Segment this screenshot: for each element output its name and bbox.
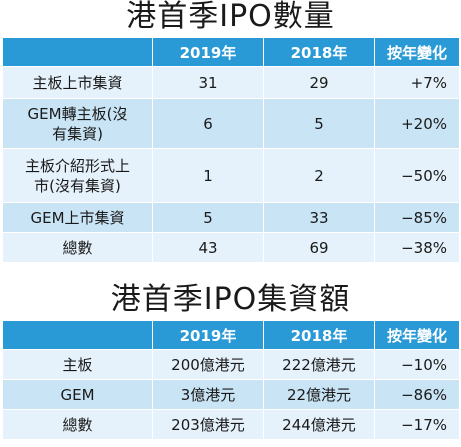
row-label-line: GEM xyxy=(60,385,95,404)
value-2019: 200億港元 xyxy=(152,349,264,380)
header-change: 按年變化 xyxy=(374,320,460,350)
ipo-count-title: 港首季IPO數量 xyxy=(126,0,335,34)
header-change: 按年變化 xyxy=(374,37,460,67)
ipo-funds-table: 2019年 2018年 按年變化 主板 200億港元 222億港元 −10% G… xyxy=(2,320,460,440)
value-2018: 22億港元 xyxy=(263,379,375,410)
value-2018: 5 xyxy=(263,98,375,149)
table-row: 總數 203億港元 244億港元 −17% xyxy=(2,409,460,440)
header-2019: 2019年 xyxy=(152,37,264,67)
row-label-line: 有集資) xyxy=(52,124,103,143)
row-label: GEM xyxy=(2,379,153,410)
row-label-line: GEM轉主板(沒 xyxy=(27,104,128,123)
value-change: +7% xyxy=(374,66,460,99)
row-label-line: 主板 xyxy=(62,355,93,374)
header-label xyxy=(2,37,153,67)
row-label: 總數 xyxy=(2,232,153,263)
value-2019: 203億港元 xyxy=(152,409,264,440)
value-2019: 5 xyxy=(152,202,264,233)
value-change: −17% xyxy=(374,409,460,440)
table-row: 主板 200億港元 222億港元 −10% xyxy=(2,349,460,380)
table-header-row: 2019年 2018年 按年變化 xyxy=(2,37,460,67)
row-label-line: 主板上市集資 xyxy=(32,73,123,92)
row-label: 主板上市集資 xyxy=(2,66,153,99)
row-label: GEM上市集資 xyxy=(2,202,153,233)
value-change: +20% xyxy=(374,98,460,149)
table-row: 主板上市集資 31 29 +7% xyxy=(2,66,460,99)
table-row: GEM上市集資 5 33 −85% xyxy=(2,202,460,233)
row-label-line: 市(沒有集資) xyxy=(34,176,121,195)
value-change: −10% xyxy=(374,349,460,380)
row-label: 主板 xyxy=(2,349,153,380)
row-label: GEM轉主板(沒 有集資) xyxy=(2,98,153,149)
value-2018: 29 xyxy=(263,66,375,99)
row-label-line: 總數 xyxy=(62,415,93,434)
row-label-line: 總數 xyxy=(62,238,93,257)
ipo-funds-title: 港首季IPO集資額 xyxy=(110,282,351,317)
table-header-row: 2019年 2018年 按年變化 xyxy=(2,320,460,350)
header-2018: 2018年 xyxy=(263,320,375,350)
ipo-count-table: 2019年 2018年 按年變化 主板上市集資 31 29 +7% GEM轉主板… xyxy=(2,37,460,263)
row-label: 主板介紹形式上 市(沒有集資) xyxy=(2,148,153,203)
value-change: −86% xyxy=(374,379,460,410)
value-change: −38% xyxy=(374,232,460,263)
row-label-line: 主板介紹形式上 xyxy=(24,156,130,175)
value-2019: 43 xyxy=(152,232,264,263)
table-row: 總數 43 69 −38% xyxy=(2,232,460,263)
header-2018: 2018年 xyxy=(263,37,375,67)
value-2019: 31 xyxy=(152,66,264,99)
row-label-line: GEM上市集資 xyxy=(30,208,125,227)
table-row: GEM轉主板(沒 有集資) 6 5 +20% xyxy=(2,98,460,149)
value-2019: 3億港元 xyxy=(152,379,264,410)
value-2018: 222億港元 xyxy=(263,349,375,380)
value-change: −50% xyxy=(374,148,460,203)
value-2018: 33 xyxy=(263,202,375,233)
header-label xyxy=(2,320,153,350)
value-2018: 244億港元 xyxy=(263,409,375,440)
value-2018: 69 xyxy=(263,232,375,263)
value-2018: 2 xyxy=(263,148,375,203)
header-2019: 2019年 xyxy=(152,320,264,350)
row-label: 總數 xyxy=(2,409,153,440)
table-row: GEM 3億港元 22億港元 −86% xyxy=(2,379,460,410)
value-change: −85% xyxy=(374,202,460,233)
value-2019: 1 xyxy=(152,148,264,203)
table-row: 主板介紹形式上 市(沒有集資) 1 2 −50% xyxy=(2,148,460,203)
value-2019: 6 xyxy=(152,98,264,149)
